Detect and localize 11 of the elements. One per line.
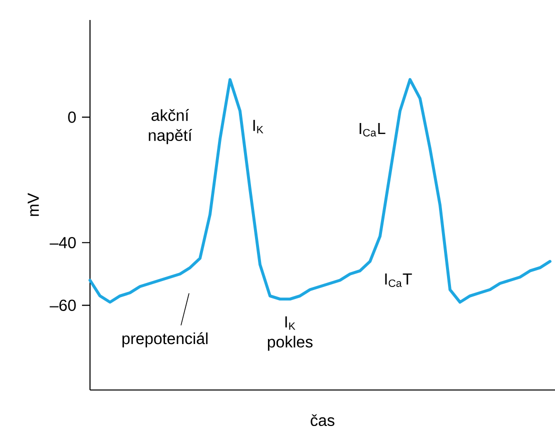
annotation: I$_{K}$ (253, 120, 264, 134)
annotation: I$_{Ca}$T (385, 273, 412, 287)
y-tick-label: –40 (50, 236, 76, 248)
annotation: I$_{K}$ pokles (268, 316, 313, 351)
y-tick-label: 0 (68, 112, 76, 123)
annotation: I$_{Ca}$L (360, 122, 386, 136)
annotation: prepotenciál (122, 332, 208, 348)
y-axis-title: mV (28, 193, 39, 216)
x-axis-title: čas (310, 414, 334, 426)
y-tick-label: –60 (50, 300, 76, 311)
annotation: akční napětí (148, 109, 192, 144)
